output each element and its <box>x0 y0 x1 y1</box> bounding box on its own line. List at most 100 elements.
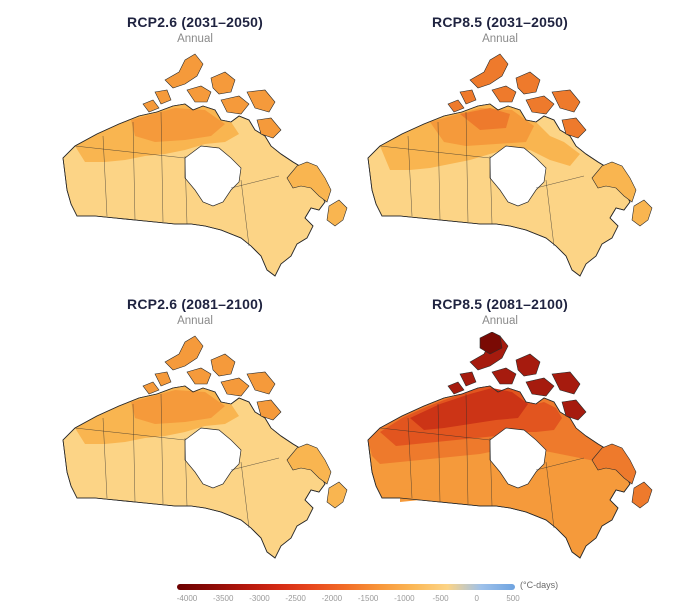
province-border <box>545 461 555 529</box>
arctic-island <box>447 381 465 395</box>
legend-tick-label: 0 <box>474 594 479 603</box>
legend-tick-label: -1500 <box>357 594 379 603</box>
province-border <box>132 121 136 221</box>
arctic-island <box>220 377 250 397</box>
legend-tick-label: 500 <box>506 594 520 603</box>
climate-zone <box>400 488 440 502</box>
newfoundland-island <box>631 481 653 509</box>
panel-title: RCP8.5 (2081–2100) <box>432 296 568 312</box>
province-border <box>437 121 441 221</box>
arctic-island <box>551 89 581 113</box>
mainland-outline <box>367 385 631 559</box>
province-border <box>489 437 493 507</box>
arctic-island <box>164 335 204 371</box>
arctic-island <box>142 381 160 395</box>
labrador-region <box>591 443 637 485</box>
arctic-island <box>210 71 236 95</box>
color-legend: -4000 -3500 -3000 -2500 -2000 -1500 -1000 -500 0… <box>175 580 605 612</box>
panel-title: RCP2.6 (2081–2100) <box>127 296 263 312</box>
arctic-island <box>164 53 204 89</box>
panel-subtitle: Annual <box>482 315 518 327</box>
labrador-region <box>286 443 332 485</box>
arctic-island <box>220 95 250 115</box>
legend-color-bar <box>177 584 515 590</box>
arctic-island <box>154 89 172 105</box>
panel-rcp85-mid: RCP8.5 (2031–2050) Annual <box>340 14 660 294</box>
climate-zone <box>131 108 225 142</box>
arctic-island <box>154 371 172 387</box>
arctic-island <box>479 332 503 355</box>
newfoundland-island <box>326 199 348 227</box>
climate-zone <box>131 390 225 424</box>
arctic-island <box>561 117 587 139</box>
arctic-island <box>525 95 555 115</box>
panel-subtitle: Annual <box>177 315 213 327</box>
arctic-island <box>142 99 160 113</box>
arctic-island <box>447 99 465 113</box>
arctic-island <box>551 371 581 395</box>
hudson-bay <box>184 427 242 489</box>
mainland-outline <box>62 103 326 277</box>
panel-title: RCP8.5 (2031–2050) <box>432 14 568 30</box>
panel-subtitle: Annual <box>482 33 518 45</box>
province-border <box>437 403 441 503</box>
newfoundland-island <box>326 481 348 509</box>
arctic-island <box>256 117 282 139</box>
province-border <box>230 457 280 471</box>
canada-map <box>62 335 348 559</box>
canada-map <box>367 53 653 277</box>
climate-zone <box>410 388 528 430</box>
province-border <box>184 437 188 507</box>
legend-unit: (°C-days) <box>520 580 559 590</box>
arctic-island <box>246 89 276 113</box>
province-border <box>465 111 469 223</box>
canada-map <box>62 53 348 277</box>
panel-rcp26-mid: RCP2.6 (2031–2050) Annual <box>35 14 355 294</box>
province-border <box>379 427 491 441</box>
arctic-island <box>491 367 517 385</box>
legend-tick-label: -1000 <box>394 594 415 603</box>
arctic-island <box>515 353 541 377</box>
province-border <box>230 175 280 189</box>
hudson-bay <box>489 427 547 489</box>
province-border <box>240 461 250 529</box>
hudson-bay <box>184 145 242 207</box>
legend-tick-label: -3000 <box>249 594 270 603</box>
map-rcp85-mid <box>367 53 653 277</box>
arctic-island <box>186 85 212 103</box>
climate-zone <box>460 108 510 130</box>
province-border <box>240 179 250 247</box>
province-border <box>535 457 585 471</box>
panel-title: RCP2.6 (2031–2050) <box>127 14 263 30</box>
arctic-island <box>210 353 236 377</box>
province-border <box>184 155 188 225</box>
mainland-outline <box>367 103 631 277</box>
map-rcp26-late <box>62 335 348 559</box>
mainland-outline <box>62 385 326 559</box>
legend-tick-label: -2000 <box>321 594 343 603</box>
arctic-island <box>459 89 477 105</box>
panel-rcp85-late: RCP8.5 (2081–2100) Annual <box>340 296 660 576</box>
panel-rcp26-late: RCP2.6 (2081–2100) Annual <box>35 296 355 576</box>
legend-tick-label: -2500 <box>285 594 306 603</box>
province-border <box>379 145 491 159</box>
province-border <box>535 175 585 189</box>
arctic-island <box>246 371 276 395</box>
arctic-island <box>459 371 477 387</box>
arctic-island <box>561 399 587 421</box>
map-rcp26-mid <box>62 53 348 277</box>
arctic-island <box>469 53 509 89</box>
legend-tick-label: -4000 <box>176 594 198 603</box>
labrador-region <box>591 161 637 203</box>
province-border <box>160 393 164 505</box>
arctic-island <box>515 71 541 95</box>
province-border <box>489 155 493 225</box>
province-border <box>74 145 186 159</box>
arctic-island <box>491 85 517 103</box>
canada-map <box>367 332 653 559</box>
legend-tick-label: -3500 <box>212 594 234 603</box>
arctic-island <box>256 399 282 421</box>
province-border <box>74 427 186 441</box>
arctic-island <box>525 377 555 397</box>
panel-subtitle: Annual <box>177 33 213 45</box>
